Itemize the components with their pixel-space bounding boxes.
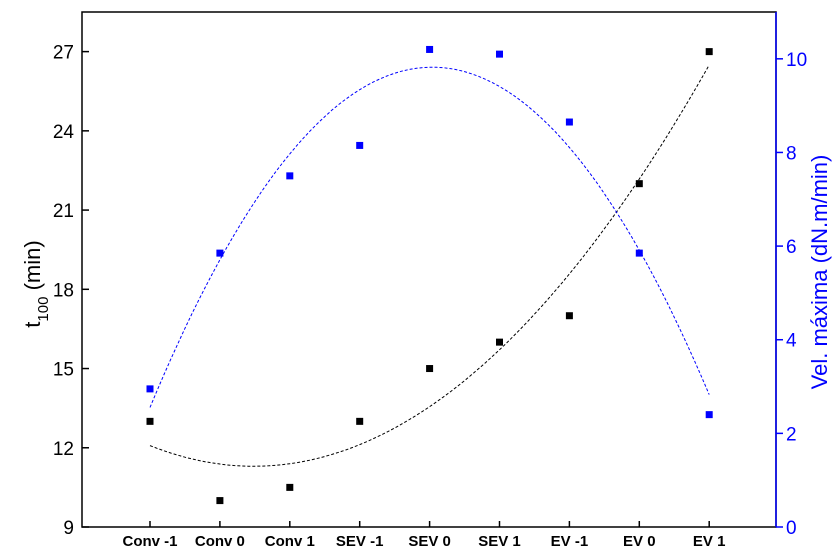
data-point-series-1 — [705, 48, 713, 56]
x-tick-label: SEV -1 — [336, 533, 384, 550]
left-y-tick-label: 9 — [63, 518, 74, 539]
right-y-tick-label: 10 — [786, 50, 807, 71]
data-point-series-2 — [216, 249, 224, 257]
right-y-tick-label: 6 — [786, 237, 797, 258]
trendline-series-2 — [149, 66, 710, 408]
data-point-series-1 — [635, 180, 643, 188]
x-tick-label: Conv -1 — [122, 533, 177, 550]
data-point-series-2 — [496, 50, 503, 58]
right-y-tick-label: 2 — [786, 424, 797, 445]
data-point-series-1 — [426, 365, 434, 373]
left-y-tick-label: 12 — [53, 439, 74, 460]
left-y-axis: 9 12 15 18 21 24 27 — [53, 43, 89, 539]
data-point-series-2 — [146, 385, 154, 393]
data-point-series-2 — [426, 45, 434, 53]
data-point-series-1 — [286, 483, 294, 491]
x-axis: Conv -1 Conv 0 Conv 1 SEV -1 SEV 0 SEV 1 EV -1… — [122, 521, 725, 550]
left-y-axis-title-main: t — [20, 322, 45, 328]
right-y-axis-title: Vel. máxima (dN.m/min) — [807, 155, 832, 390]
left-y-axis-title-subscript: 100 — [35, 297, 52, 322]
left-y-axis-title-unit: (min) — [20, 240, 45, 296]
data-point-series-2 — [705, 411, 713, 419]
data-point-series-1 — [565, 312, 573, 320]
right-y-tick-label: 4 — [786, 331, 797, 352]
left-y-tick-label: 27 — [53, 43, 74, 64]
data-point-series-2 — [356, 141, 364, 149]
x-tick-label: EV 0 — [623, 533, 656, 550]
data-point-series-1 — [356, 417, 364, 425]
left-y-tick-label: 15 — [53, 360, 74, 381]
right-y-tick-label: 0 — [786, 518, 797, 539]
left-y-tick-label: 21 — [53, 201, 74, 222]
left-y-tick-label: 24 — [53, 122, 75, 143]
data-point-series-2 — [565, 118, 573, 126]
x-tick-label: SEV 1 — [478, 533, 521, 550]
x-tick-label: Conv 0 — [195, 533, 245, 550]
x-tick-label: Conv 1 — [265, 533, 315, 550]
data-point-series-2 — [286, 172, 294, 180]
left-y-axis-title: t100 (min) — [20, 240, 52, 327]
left-y-tick-label: 18 — [53, 280, 74, 301]
x-tick-label: EV -1 — [551, 533, 589, 550]
data-point-series-1 — [496, 338, 503, 346]
right-y-tick-label: 8 — [786, 143, 797, 164]
x-tick-label: EV 1 — [693, 533, 726, 550]
data-point-series-1 — [216, 497, 224, 505]
data-points — [146, 45, 713, 505]
trendline-series-1 — [149, 64, 710, 467]
right-y-axis: 0 2 4 6 8 10 — [776, 50, 807, 539]
trendlines — [149, 64, 710, 467]
data-point-series-1 — [146, 417, 154, 425]
data-point-series-2 — [635, 249, 643, 257]
x-tick-label: SEV 0 — [408, 533, 451, 550]
